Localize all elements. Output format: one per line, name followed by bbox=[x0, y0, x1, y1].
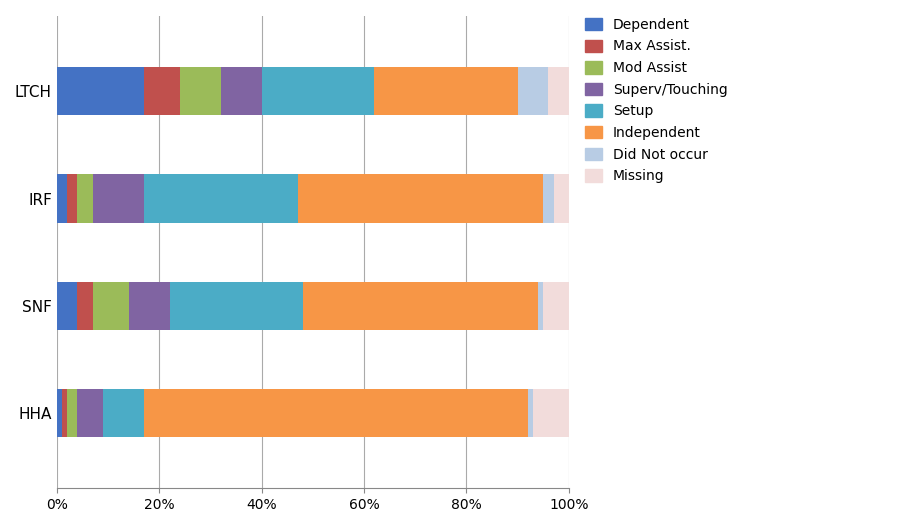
Bar bbox=[518, 67, 548, 115]
Bar bbox=[67, 389, 78, 437]
Bar bbox=[78, 174, 93, 223]
Legend: Dependent, Max Assist., Mod Assist, Superv/Touching, Setup, Independent, Did Not: Dependent, Max Assist., Mod Assist, Supe… bbox=[581, 14, 732, 188]
Bar bbox=[144, 174, 298, 223]
Bar bbox=[262, 67, 374, 115]
Bar bbox=[298, 174, 543, 223]
Bar bbox=[528, 389, 533, 437]
Bar bbox=[303, 282, 538, 330]
Bar bbox=[93, 282, 129, 330]
Bar bbox=[554, 174, 569, 223]
Bar bbox=[533, 389, 569, 437]
Bar bbox=[543, 174, 554, 223]
Bar bbox=[62, 389, 67, 437]
Bar bbox=[170, 282, 303, 330]
Bar bbox=[144, 389, 528, 437]
Bar bbox=[78, 389, 103, 437]
Bar bbox=[57, 282, 78, 330]
Bar bbox=[93, 174, 144, 223]
Bar bbox=[221, 67, 262, 115]
Bar bbox=[57, 389, 62, 437]
Bar bbox=[57, 67, 144, 115]
Bar bbox=[103, 389, 144, 437]
Bar bbox=[129, 282, 170, 330]
Bar bbox=[144, 67, 179, 115]
Bar bbox=[67, 174, 78, 223]
Bar bbox=[538, 282, 543, 330]
Bar bbox=[548, 67, 569, 115]
Bar bbox=[543, 282, 569, 330]
Bar bbox=[374, 67, 518, 115]
Bar bbox=[179, 67, 221, 115]
Bar bbox=[78, 282, 93, 330]
Bar bbox=[57, 174, 67, 223]
